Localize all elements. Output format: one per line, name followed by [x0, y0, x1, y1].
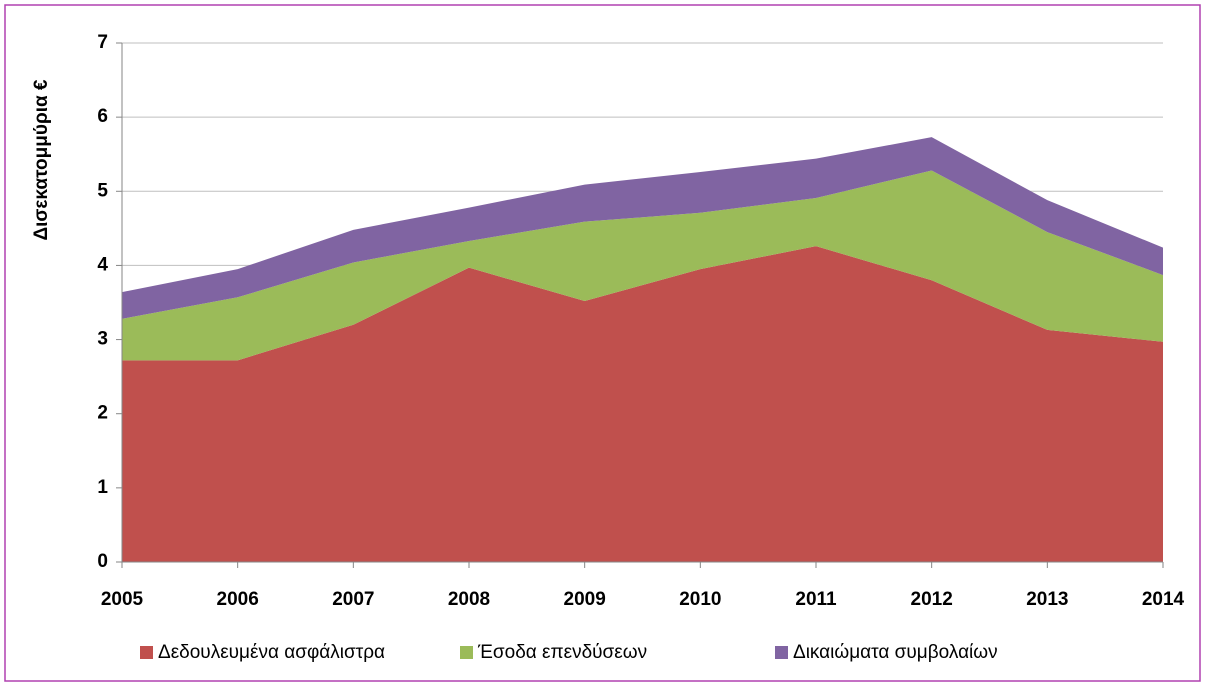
legend-swatch	[775, 646, 788, 659]
area	[122, 170, 1163, 361]
x-tick-label: 2011	[795, 589, 837, 610]
y-tick-label: 1	[97, 477, 108, 498]
x-tick-label: 2006	[217, 589, 259, 610]
y-tick-label: 7	[97, 32, 108, 53]
x-tick-label: 2008	[448, 589, 490, 610]
y-axis-title: Δισεκατομμύρια €	[31, 79, 52, 240]
y-tick-label: 0	[97, 551, 108, 572]
x-tick-label: 2010	[679, 589, 721, 610]
x-tick-label: 2013	[1026, 589, 1068, 610]
y-tick-label: 3	[97, 329, 108, 350]
y-tick-label: 2	[97, 403, 108, 424]
y-tick-label: 4	[97, 254, 108, 275]
legend-label: Δικαιώματα συμβολαίων	[793, 642, 998, 663]
x-tick-label: 2014	[1142, 589, 1185, 610]
x-tick-label: 2009	[564, 589, 606, 610]
legend-label: Δεδουλευμένα ασφάλιστρα	[158, 642, 385, 663]
area	[122, 246, 1163, 562]
legend-label: Έσοδα επενδύσεων	[477, 642, 647, 663]
x-tick-label: 2005	[101, 589, 144, 610]
x-tick-label: 2007	[332, 589, 374, 610]
x-tick-label: 2012	[911, 589, 953, 610]
legend-swatch	[140, 646, 153, 659]
legend-swatch	[460, 646, 473, 659]
y-tick-label: 5	[97, 180, 108, 201]
y-tick-label: 6	[97, 106, 108, 127]
